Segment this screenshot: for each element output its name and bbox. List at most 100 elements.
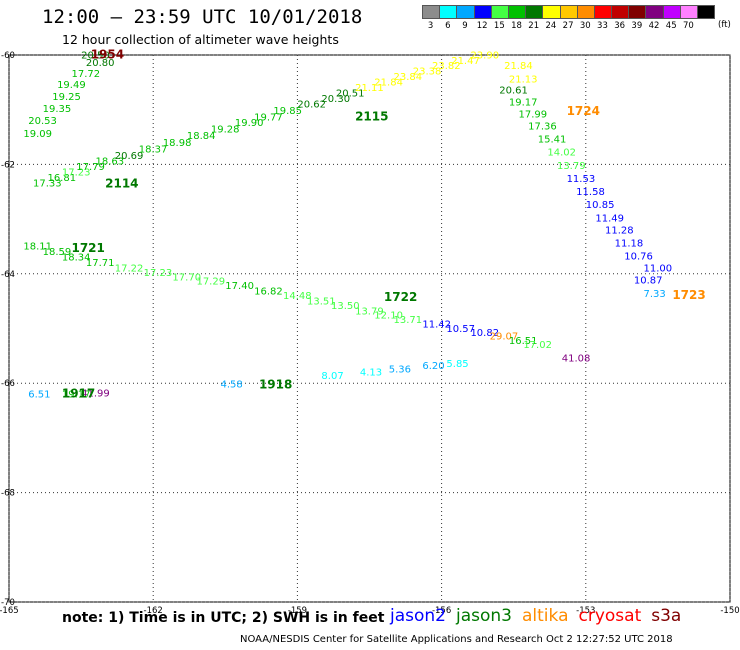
lat-tick-label: -62 — [1, 160, 15, 170]
wave-height-label: 15.41 — [538, 135, 567, 146]
wave-height-label: 19.09 — [23, 129, 52, 140]
colorbar-label: 45 — [665, 21, 677, 31]
pass-time-label: 1954 — [91, 47, 124, 61]
colorbar-bin: 42 — [645, 5, 664, 31]
lon-tick-label: -162 — [144, 606, 163, 616]
colorbar-label: 36 — [614, 21, 626, 31]
wave-height-label: 19.17 — [509, 97, 538, 108]
wave-height-label: 17.99 — [519, 109, 548, 120]
wave-height-label: 17.33 — [33, 178, 62, 189]
colorbar-label: 18 — [511, 21, 522, 31]
wave-height-label: 41.99 — [81, 388, 110, 399]
colorbar-unit: (ft) — [718, 20, 731, 30]
lat-tick-label: -60 — [1, 51, 15, 61]
wave-height-label: 19.85 — [273, 106, 302, 117]
wave-height-label: 17.40 — [225, 281, 254, 292]
colorbar-label: 27 — [562, 21, 574, 31]
lat-tick-label: -64 — [1, 270, 15, 280]
wave-height-label: 17.23 — [62, 167, 91, 178]
colorbar-bin — [697, 5, 716, 31]
lon-tick-label: -159 — [288, 606, 307, 616]
wave-height-label: 19.17 — [62, 389, 91, 400]
wave-height-label: 11.28 — [605, 225, 634, 236]
lon-tick-label: -150 — [720, 606, 739, 616]
wave-height-label: 13.71 — [394, 315, 423, 326]
wave-height-label: 20.50 — [81, 50, 110, 61]
colorbar-swatch — [697, 5, 716, 19]
lon-tick-label: -153 — [576, 606, 595, 616]
wave-height-label: 12.10 — [374, 311, 403, 322]
wave-height-label: 17.79 — [76, 162, 105, 173]
wave-height-label: 21.84 — [504, 61, 533, 72]
wave-height-label: 17.02 — [523, 340, 552, 351]
wave-height-label: 7.33 — [643, 289, 665, 300]
wave-height-label: 16.51 — [509, 336, 538, 347]
credit-line: NOAA/NESDIS Center for Satellite Applica… — [240, 634, 673, 645]
wave-height-label: 20.53 — [28, 116, 57, 127]
colorbar-label: 9 — [462, 21, 468, 31]
wave-height-label: 13.79 — [355, 306, 384, 317]
wave-height-label: 11.18 — [615, 238, 644, 249]
map-subtitle: 12 hour collection of altimeter wave hei… — [62, 32, 339, 47]
wave-height-label: 11.58 — [576, 187, 605, 198]
wave-height-label: 10.57 — [446, 324, 475, 335]
wave-height-label: 20.62 — [297, 100, 326, 111]
wave-height-label: 23.84 — [394, 72, 423, 83]
colorbar-label: 33 — [597, 21, 608, 31]
wave-height-label: 21.47 — [451, 56, 480, 67]
wave-height-label: 17.72 — [71, 69, 100, 80]
wave-height-label: 6.51 — [28, 389, 50, 400]
wave-height-label: 20.69 — [115, 151, 144, 162]
wave-height-label: 10.82 — [470, 328, 499, 339]
wave-height-label: 18.34 — [62, 253, 91, 264]
wave-height-label: 17.70 — [172, 272, 201, 283]
mission-legend-item: jason3 — [456, 606, 512, 626]
wave-height-label: 18.98 — [163, 138, 192, 149]
colorbar-label: 30 — [579, 21, 591, 31]
wave-height-label: 19.35 — [43, 104, 72, 115]
lon-tick-label: -165 — [0, 606, 19, 616]
wave-height-label: 13.79 — [557, 161, 586, 172]
wave-height-label: 17.29 — [196, 277, 225, 288]
wave-height-label: 17.36 — [528, 121, 557, 132]
wave-height-label: 19.77 — [254, 113, 283, 124]
colorbar-label: 21 — [528, 21, 540, 31]
wave-height-label: 23.38 — [413, 67, 442, 78]
colorbar-label: 70 — [682, 21, 694, 31]
wave-height-label: 17.22 — [115, 264, 144, 275]
wave-height-label: 4.13 — [360, 368, 382, 379]
colorbar-bin: 18 — [507, 5, 527, 31]
wave-height-label: 23.90 — [470, 50, 499, 61]
wave-height-label: 10.76 — [624, 252, 653, 263]
wave-height-label: 18.84 — [187, 131, 216, 142]
mission-legend: jason2 jason3 altika cryosat s3a — [390, 606, 691, 626]
wave-height-label: 11.53 — [567, 174, 596, 185]
wave-height-label: 19.49 — [57, 80, 86, 91]
lon-tick-label: -156 — [432, 606, 451, 616]
pass-time-label: 1722 — [384, 290, 417, 304]
wave-height-label: 14.48 — [283, 291, 312, 302]
wave-height-label: 5.85 — [446, 359, 468, 370]
wave-height-label: 18.11 — [23, 242, 52, 253]
pass-time-label: 1724 — [567, 104, 600, 118]
wave-height-label: 13.50 — [331, 301, 360, 312]
wave-height-label: 20.30 — [321, 94, 350, 105]
pass-time-label: 1723 — [672, 288, 705, 302]
colorbar-bin: 9 — [456, 5, 475, 31]
map-frame — [8, 54, 731, 603]
wave-height-label: 11.00 — [643, 264, 672, 275]
colorbar-label: 6 — [445, 21, 451, 31]
wave-height-label: 10.85 — [586, 200, 615, 211]
pass-time-label: 1917 — [62, 386, 95, 400]
map-title: 12:00 – 23:59 UTC 10/01/2018 — [42, 6, 363, 28]
wave-height-label: 11.49 — [595, 213, 624, 224]
colorbar-label: 15 — [493, 21, 505, 31]
wave-height-label: 17.23 — [144, 268, 173, 279]
wave-height-label: 14.02 — [547, 148, 576, 159]
colorbar-label: 24 — [545, 21, 557, 31]
footnote: note: 1) Time is in UTC; 2) SWH is in fe… — [62, 610, 385, 626]
wave-height-label: 13.51 — [307, 296, 336, 307]
wave-height-label: 21.84 — [374, 78, 403, 89]
wave-height-label: 21.11 — [355, 83, 384, 94]
